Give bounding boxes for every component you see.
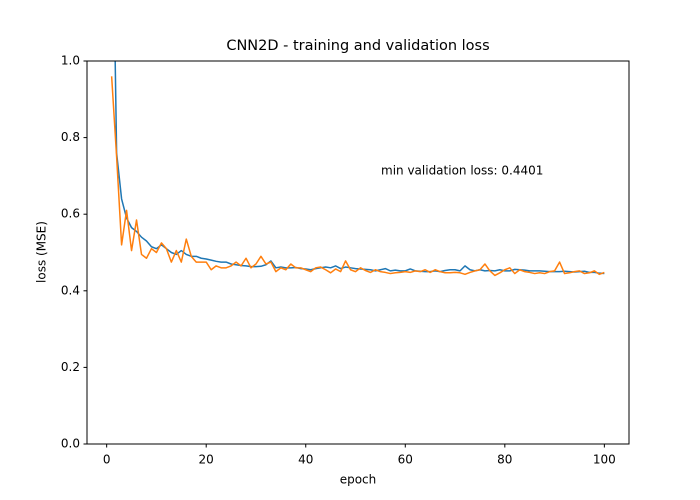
x-axis-label: epoch	[340, 473, 377, 487]
y-tick-label: 0.6	[61, 207, 80, 221]
chart-title: CNN2D - training and validation loss	[226, 38, 489, 54]
series-line	[110, 76, 605, 277]
plot-area	[110, 61, 605, 277]
y-tick-label: 0.4	[61, 283, 80, 297]
y-tick-label: 1.0	[61, 54, 80, 68]
x-tick-label: 100	[593, 453, 616, 467]
x-tick-label: 80	[497, 453, 512, 467]
y-tick-label: 0.8	[61, 130, 80, 144]
x-tick-label: 60	[398, 453, 413, 467]
y-axis-label: loss (MSE)	[35, 221, 49, 283]
x-tick-label: 40	[298, 453, 313, 467]
annotation: min validation loss: 0.4401	[381, 164, 543, 178]
axes-frame	[86, 60, 630, 445]
y-tick-label: 0.2	[61, 360, 80, 374]
x-tick-label: 0	[103, 453, 111, 467]
x-tick-label: 20	[199, 453, 214, 467]
y-tick-label: 0.0	[61, 437, 80, 451]
